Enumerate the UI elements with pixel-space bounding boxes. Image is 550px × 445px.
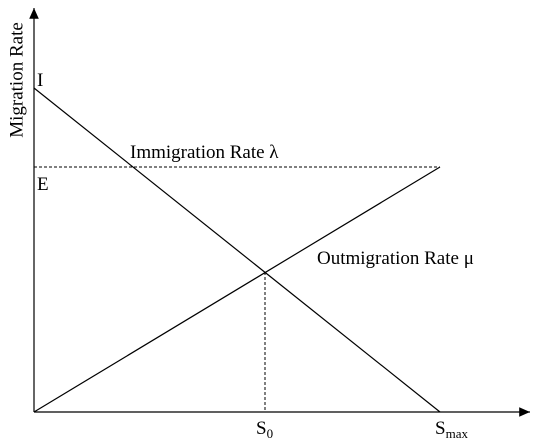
label-i: I: [37, 70, 43, 91]
y-axis-label: Migration Rate: [6, 22, 27, 138]
smax-label: Smax: [435, 418, 468, 441]
immigration-label: Immigration Rate λ: [130, 142, 279, 163]
immigration-line: [33, 87, 441, 413]
outmigration-line: [33, 166, 441, 413]
outmigration-label: Outmigration Rate μ: [317, 248, 474, 269]
s0-label: S0: [256, 418, 273, 441]
label-e: E: [37, 174, 49, 195]
